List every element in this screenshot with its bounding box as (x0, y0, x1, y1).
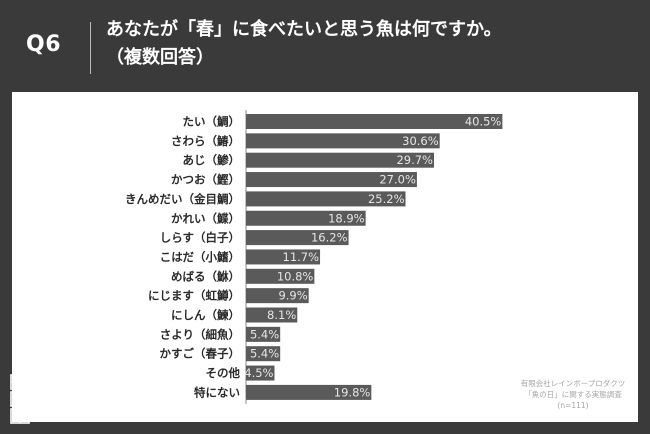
category-label: きんめだい（金目鯛） (125, 192, 240, 206)
category-label: さより（細魚） (160, 327, 240, 341)
question-number: Q6 (26, 32, 62, 57)
bar (246, 346, 281, 362)
category-label: こはだ（小鰭） (160, 250, 240, 264)
brand-logo-icon (10, 374, 30, 424)
category-label: さわら（鰆） (171, 134, 240, 148)
category-label: たい（鯛） (183, 115, 241, 129)
category-label: にじます（虹鱒） (148, 289, 240, 303)
bar-chart: たい（鯛） 40.5% さわら（鰆） 30.6% あじ（鯵） 29.7% かつお（鰹） 27.… (125, 110, 503, 404)
value-label: 25.2% (368, 192, 405, 206)
bar (246, 133, 440, 149)
chart-panel: たい（鯛） 40.5% さわら（鰆） 30.6% あじ（鯵） 29.7% かつお（鰹） 27.… (12, 92, 638, 422)
category-label: あじ（鯵） (183, 153, 241, 167)
question-title-line1: あなたが「春」に食べたいと思う魚は何ですか。 (106, 19, 502, 40)
category-label: にしん（鰊） (171, 308, 240, 322)
value-label: 16.2% (311, 231, 348, 245)
value-label: 40.5% (465, 115, 502, 129)
bar (246, 152, 435, 168)
source-note: 有限会社レインボープロダクツ 「魚の日」に関する実態調査 (n=111) (514, 378, 632, 411)
value-label: 9.9% (278, 289, 307, 303)
category-label: しらす（白子） (160, 231, 240, 245)
bar (246, 307, 298, 323)
value-label: 5.4% (250, 327, 279, 341)
question-title: あなたが「春」に食べたいと思う魚は何ですか。 （複数回答） (106, 16, 636, 72)
bar (246, 326, 281, 342)
value-label: 11.7% (283, 250, 320, 264)
category-label: その他 (206, 366, 241, 380)
value-label: 4.5% (244, 366, 273, 380)
bar (246, 384, 372, 400)
header: Q6 あなたが「春」に食べたいと思う魚は何ですか。 （複数回答） (0, 0, 650, 92)
value-label: 10.8% (277, 269, 314, 283)
question-title-line2: （複数回答） (106, 47, 214, 68)
bar (246, 268, 315, 284)
category-label: かれい（鰈） (171, 211, 240, 225)
bar (246, 172, 417, 188)
value-label: 19.8% (334, 385, 371, 399)
bar (246, 249, 321, 265)
value-label: 8.1% (267, 308, 296, 322)
bar (246, 365, 275, 381)
source-line1: 有限会社レインボープロダクツ (520, 379, 626, 388)
value-label: 30.6% (402, 134, 439, 148)
value-label: 27.0% (379, 173, 416, 187)
value-label: 18.9% (328, 211, 365, 225)
source-line2: 「魚の日」に関する実態調査 (524, 390, 622, 399)
category-label: 特にない (194, 385, 240, 399)
bar (246, 114, 503, 129)
value-label: 5.4% (250, 347, 279, 361)
value-label: 29.7% (396, 153, 433, 167)
bar (246, 230, 349, 246)
bar (246, 288, 309, 304)
category-label: かすご（春子） (160, 347, 241, 361)
source-line3: (n=111) (557, 401, 589, 410)
bar (246, 210, 366, 226)
bar (246, 191, 406, 207)
category-label: かつお（鰹） (171, 173, 240, 187)
category-label: めばる（鮴） (171, 269, 240, 283)
header-divider (90, 22, 91, 74)
